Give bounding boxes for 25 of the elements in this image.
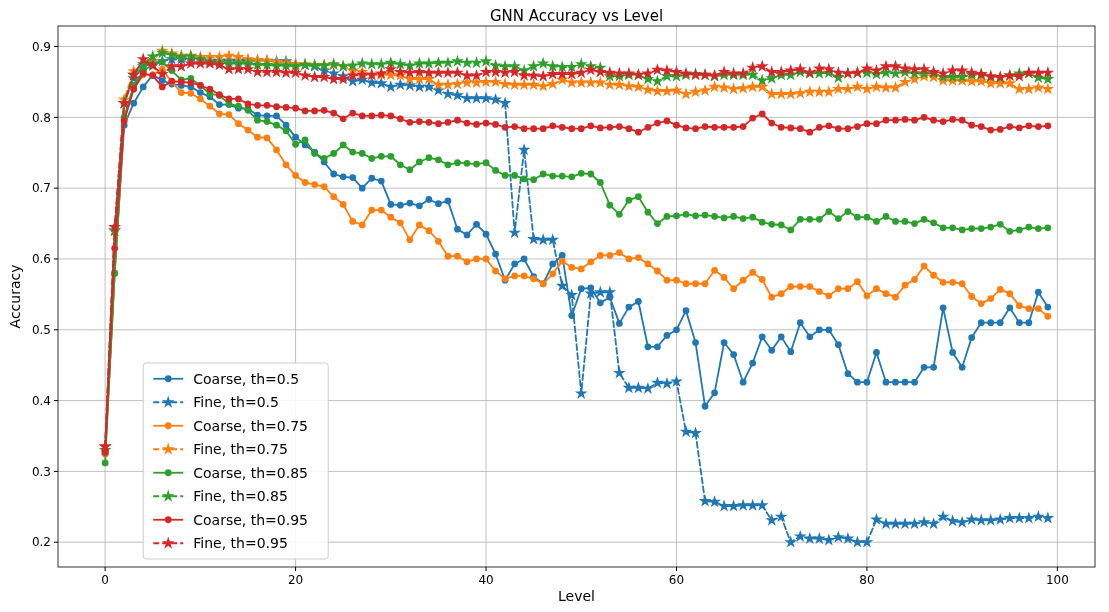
y-tick-label: 0.5 — [31, 322, 51, 337]
y-tick-label: 0.9 — [31, 39, 51, 54]
legend-label: Coarse, th=0.5 — [193, 370, 300, 387]
legend-label: Coarse, th=0.75 — [193, 417, 308, 434]
y-tick-label: 0.7 — [31, 181, 51, 196]
x-tick-label: 80 — [859, 573, 875, 587]
x-tick-label: 100 — [1045, 573, 1069, 587]
chart-title: GNN Accuracy vs Level — [489, 7, 664, 25]
x-tick-label: 0 — [101, 573, 109, 587]
y-axis-title: Accuracy — [7, 264, 23, 329]
legend-label: Coarse, th=0.85 — [193, 464, 308, 481]
x-axis-title: Level — [558, 588, 595, 604]
x-tick-label: 40 — [478, 573, 494, 587]
legend-label: Fine, th=0.5 — [193, 394, 279, 411]
y-tick-label: 0.2 — [31, 535, 51, 550]
y-tick-label: 0.4 — [31, 393, 51, 408]
legend-label: Fine, th=0.95 — [193, 535, 288, 552]
legend-label: Coarse, th=0.95 — [193, 511, 308, 528]
x-tick-label: 20 — [287, 573, 304, 587]
y-tick-label: 0.8 — [31, 110, 51, 125]
legend-label: Fine, th=0.75 — [193, 441, 288, 458]
x-tick-label: 60 — [668, 573, 685, 587]
legend-label: Fine, th=0.85 — [193, 488, 288, 505]
y-tick-label: 0.6 — [31, 252, 51, 267]
y-tick-label: 0.3 — [31, 464, 51, 479]
